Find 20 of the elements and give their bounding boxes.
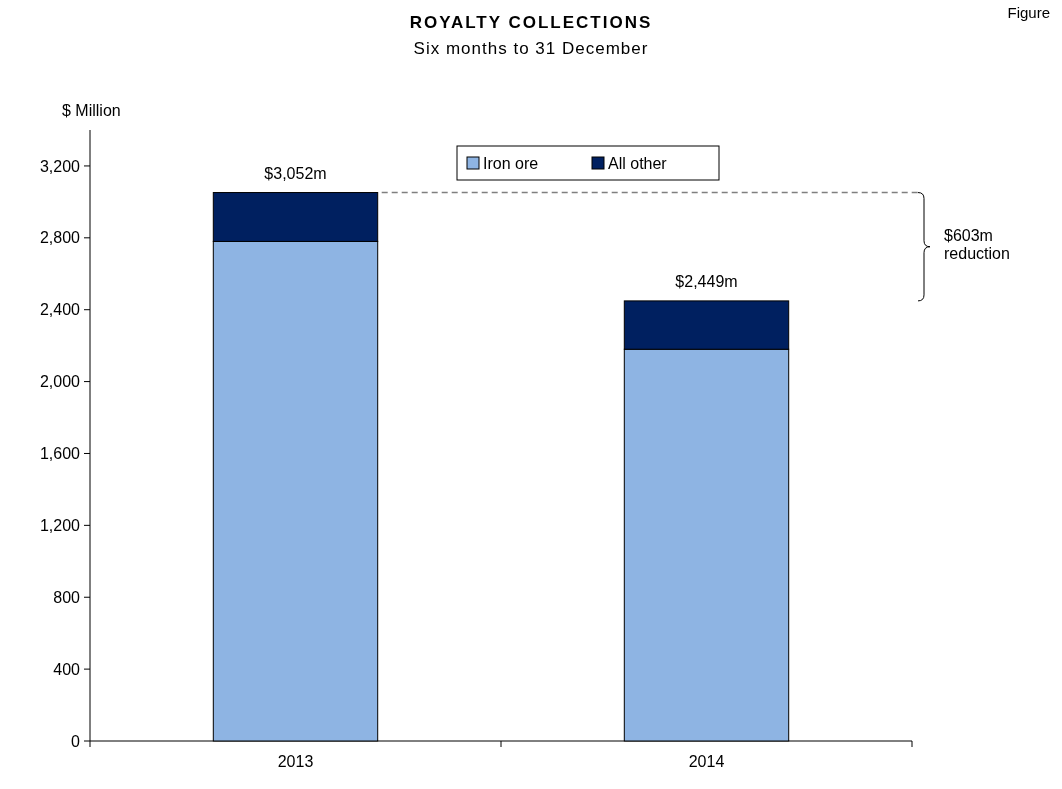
- y-tick-label: 1,600: [39, 445, 81, 463]
- y-tick-label: 0: [71, 732, 81, 750]
- legend-label: Iron ore: [483, 154, 539, 172]
- x-tick-label: 2014: [688, 753, 725, 770]
- legend-label: All other: [608, 154, 668, 172]
- y-tick-label: 3,200: [39, 157, 81, 175]
- y-tick-label: 2,000: [39, 373, 81, 391]
- y-tick-label: 1,200: [39, 516, 81, 534]
- total-label: $2,449m: [675, 272, 738, 290]
- y-axis-title: $ Million: [62, 102, 121, 119]
- chart-subtitle: Six months to 31 December: [413, 39, 649, 58]
- total-label: $3,052m: [264, 164, 327, 182]
- y-tick-label: 2,800: [39, 229, 81, 247]
- y-tick-label: 2,400: [39, 301, 81, 319]
- text: $603m reduction: [944, 226, 1010, 263]
- x-tick-label: 2013: [277, 753, 314, 770]
- chart-title: ROYALTY COLLECTIONS: [409, 13, 653, 32]
- y-tick-label: 400: [53, 660, 81, 678]
- y-tick-label: 800: [53, 588, 81, 606]
- text: Figure: [1007, 4, 1050, 21]
